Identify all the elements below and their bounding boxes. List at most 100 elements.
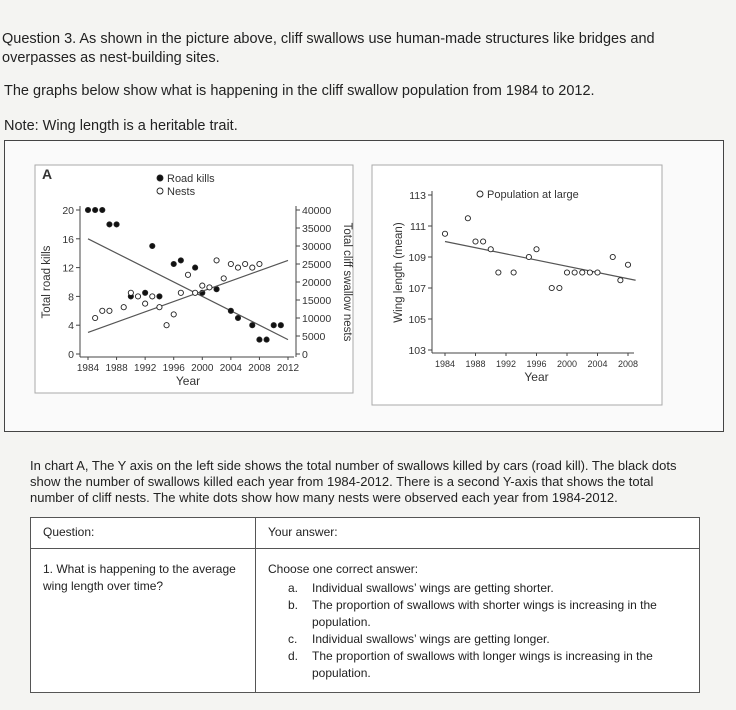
chart-b-frame — [371, 164, 663, 406]
x-tick-label: 2008 — [618, 359, 638, 369]
data-point — [99, 206, 106, 214]
x-axis-label: Year — [524, 370, 548, 384]
data-point — [142, 289, 149, 296]
option: b. The proportion of swallows with shorte… — [288, 597, 687, 631]
intro: The graphs below show what is happening … — [4, 83, 595, 99]
data-point — [199, 282, 206, 289]
data-point — [609, 253, 616, 261]
x-tick-label: 2008 — [248, 363, 271, 374]
data-point — [92, 314, 99, 322]
trend-line — [87, 259, 289, 333]
legend-label: Population at large — [487, 189, 579, 201]
data-point — [177, 257, 184, 264]
data-point — [156, 293, 163, 300]
legend-label: Road kills — [167, 173, 215, 185]
question-heading: Question 3. As shown in the picture abov… — [2, 31, 655, 66]
data-point — [220, 275, 227, 282]
y2-tick-label: 20000 — [302, 277, 331, 289]
x-tick-label: 2012 — [277, 363, 300, 374]
data-point — [242, 260, 249, 268]
chart-a-frame — [34, 164, 354, 394]
data-point — [184, 271, 192, 278]
data-point — [249, 264, 256, 271]
data-point — [270, 322, 277, 329]
data-point — [120, 304, 127, 311]
data-point — [594, 269, 601, 276]
data-point — [177, 289, 184, 296]
data-point — [617, 277, 624, 284]
data-point — [548, 284, 555, 292]
data-point — [256, 260, 263, 268]
data-point — [263, 336, 270, 343]
data-point — [163, 322, 170, 329]
y2-tick-label: 0 — [302, 349, 308, 361]
data-point — [170, 260, 177, 268]
data-point — [464, 215, 471, 222]
data-point — [234, 264, 242, 271]
x-tick-label: 1988 — [465, 359, 485, 369]
trend-line — [444, 240, 636, 281]
y-tick-label: 8 — [68, 291, 74, 303]
option: a. Individual swallows’ wings are getting… — [288, 580, 687, 597]
legend-marker — [156, 174, 164, 182]
header-cell: Question: — [30, 517, 256, 549]
data-point — [149, 293, 156, 300]
option-text: The proportion of swallows with shorter … — [312, 598, 657, 629]
option-letter: d. — [288, 649, 299, 663]
option-letter: b. — [288, 598, 299, 612]
x-tick-label: 1992 — [134, 363, 157, 374]
data-point — [480, 238, 487, 245]
data-point — [227, 260, 234, 268]
answer-cell: Choose one correct answer: a. Individual … — [255, 548, 700, 693]
y-tick-label: 107 — [408, 283, 426, 295]
note: Note: Wing length is a heritable trait. — [4, 118, 238, 134]
option-text: Individual swallows’ wings are getting l… — [312, 632, 550, 646]
y2-tick-label: 25000 — [302, 259, 331, 271]
option-text: Individual swallows’ wings are getting s… — [312, 581, 554, 595]
x-axis-label: Year — [176, 374, 200, 388]
x-tick-label: 1984 — [77, 363, 100, 374]
data-point — [510, 269, 517, 276]
data-point — [579, 269, 586, 276]
options: a. Individual swallows’ wings are getting… — [268, 580, 687, 682]
legend-marker — [156, 187, 164, 195]
option: c. Individual swallows’ wings are getting… — [288, 631, 687, 648]
explanation: In chart A, The Y axis on the left side … — [30, 458, 677, 505]
question-text: 1. What is happening to the average wing… — [43, 562, 236, 593]
data-point — [563, 269, 571, 276]
chart-title: A — [42, 166, 52, 182]
data-point — [256, 336, 263, 343]
data-point — [227, 307, 234, 314]
question-cell: 1. What is happening to the average wing… — [30, 548, 256, 693]
x-tick-label: 1996 — [163, 363, 186, 374]
x-tick-label: 2000 — [557, 359, 577, 369]
answer-table: Question: Your answer: 1. What is happen… — [30, 517, 700, 693]
prompt: Choose one correct answer: — [268, 562, 419, 576]
data-point — [525, 253, 532, 261]
y-axis-label: Total road kills — [41, 245, 53, 318]
x-tick-label: 2004 — [220, 363, 243, 374]
data-point — [113, 221, 120, 228]
x-tick-label: 2004 — [587, 359, 607, 369]
option-letter: c. — [288, 632, 298, 646]
y2-tick-label: 5000 — [302, 331, 326, 343]
data-point — [571, 269, 578, 276]
data-point — [134, 293, 142, 300]
data-point — [99, 307, 106, 314]
data-point — [149, 242, 156, 250]
data-point — [472, 238, 479, 245]
y-tick-label: 113 — [409, 190, 426, 202]
x-tick-label: 1996 — [526, 359, 546, 369]
data-point — [624, 261, 632, 268]
legend-label: Nests — [167, 186, 196, 198]
y-tick-label: 105 — [408, 314, 426, 326]
data-point — [156, 304, 163, 311]
data-point — [106, 221, 113, 228]
y-tick-label: 103 — [408, 345, 426, 357]
y-tick-label: 12 — [62, 263, 74, 275]
data-point — [487, 246, 494, 253]
y2-tick-label: 15000 — [302, 295, 331, 307]
data-point — [277, 322, 284, 329]
y2-tick-label: 40000 — [302, 205, 331, 217]
data-point — [249, 322, 256, 329]
